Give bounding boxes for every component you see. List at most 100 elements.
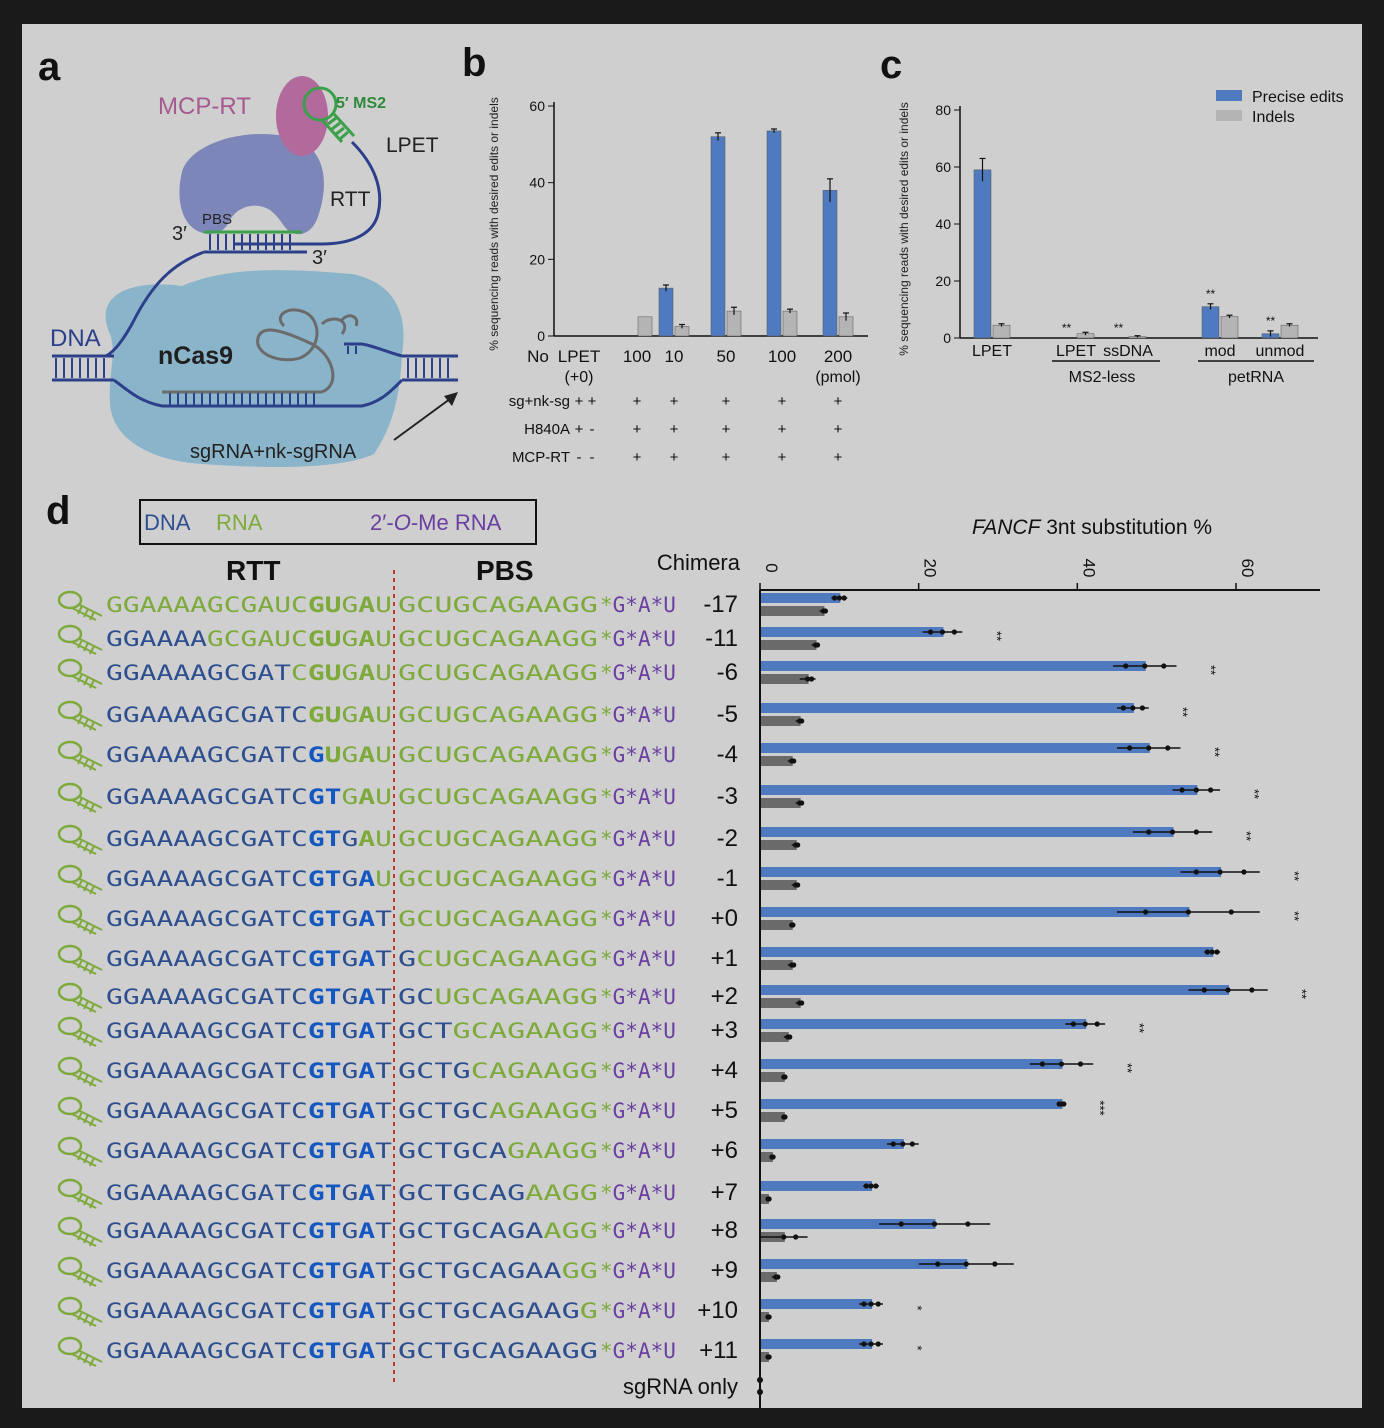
chart-d-point	[1193, 829, 1199, 835]
rtt-sequence: GGAAAAGCGATC GT G A T	[106, 907, 392, 931]
dna-flap	[105, 250, 205, 358]
chart-d-bar-precise	[761, 947, 1214, 957]
chart-d-bar-indels	[761, 1112, 785, 1122]
chart-c-ylabel: % sequencing reads with desired edits or…	[897, 102, 911, 355]
hairpin-loop	[57, 904, 83, 924]
hairpin-stem	[71, 1349, 103, 1367]
dna-helix-left	[52, 354, 114, 382]
hairpin-icon	[57, 590, 103, 621]
tail-sequence: *G*A*U	[600, 867, 676, 891]
chart-d-point	[1179, 787, 1185, 793]
mcp-rt-shape	[179, 133, 325, 235]
chart-d-point	[841, 595, 847, 601]
chart-d-point	[965, 1221, 971, 1227]
chart-c-group-label: MS2-less	[1069, 369, 1136, 386]
chart-d-point	[1208, 787, 1214, 793]
chart-d-bar-indels	[761, 798, 801, 808]
chart-d-xtick-label: 0	[762, 563, 781, 572]
chart-d-point	[868, 1183, 874, 1189]
panel-c: c % sequencing reads with desired edits …	[880, 43, 1344, 386]
chart-d-point	[791, 758, 797, 764]
label-ms2: 5′ MS2	[336, 95, 386, 112]
chart-b-xtick-label: 50	[717, 347, 736, 366]
chart-b-row-value: +	[722, 393, 731, 410]
hairpin-stem	[71, 1109, 103, 1127]
chart-d-point	[1228, 909, 1234, 915]
chart-d-point	[909, 1141, 915, 1147]
label-ncas9: nCas9	[158, 342, 233, 370]
chart-d-point	[1185, 909, 1191, 915]
hairpin-stem	[71, 795, 103, 813]
chart-c-ytick-label: 80	[935, 102, 951, 118]
chart-d-point	[781, 1234, 787, 1240]
chart-c-legend-swatch	[1216, 110, 1242, 121]
hairpin-icon	[57, 700, 103, 731]
chart-d-significance: **	[1207, 747, 1222, 757]
hairpin-stem	[71, 837, 103, 855]
chart-d-point	[1146, 829, 1152, 835]
chart-c-significance: **	[1266, 314, 1276, 328]
chimera-label: -6	[717, 659, 738, 686]
chart-d-bar-precise	[761, 1139, 904, 1149]
chart-b-row-label: MCP-RT	[512, 449, 570, 466]
mcp-shape	[276, 76, 328, 156]
panel-label-c: c	[880, 43, 902, 87]
hairpin-icon	[57, 1056, 103, 1087]
ncas9-shape	[105, 270, 404, 467]
tail-sequence: *G*A*U	[600, 1339, 676, 1363]
chart-d-bar-precise	[761, 1099, 1063, 1109]
rtt-sequence: GGAAAAGCGATC GT G A U	[106, 785, 392, 809]
rtt-sequence: GGAAAAGCGATC GT G A T	[106, 1259, 392, 1283]
chart-b-row-value: +	[670, 393, 679, 410]
chart-d-point	[951, 629, 957, 635]
hairpin-stem	[71, 603, 103, 621]
chart-d-bar-indels	[761, 1312, 769, 1322]
label-mcp-rt: MCP-RT	[158, 93, 251, 120]
chart-c-bar	[973, 169, 992, 339]
chart-d-point	[790, 922, 796, 928]
hairpin-stem	[71, 713, 103, 731]
hairpin-icon	[57, 782, 103, 813]
chart-d-point	[791, 962, 797, 968]
hairpin-stem	[71, 1191, 103, 1209]
chart-b-row-value: +	[633, 393, 642, 410]
tail-sequence: *G*A*U	[600, 1019, 676, 1043]
chart-b-xtick-label: LPET	[558, 347, 601, 366]
chart-d-point	[873, 1183, 879, 1189]
chart-b-row-value: +	[778, 421, 787, 438]
chart-d-significance: **	[1295, 989, 1310, 999]
figure-canvas: a	[38, 41, 1344, 1408]
chart-d-bar-precise	[761, 867, 1222, 877]
dna-helix-right	[402, 354, 458, 382]
chimera-label: +9	[711, 1257, 738, 1284]
tail-sequence: *G*A*U	[600, 627, 676, 651]
chart-d-bar-precise	[761, 1219, 936, 1229]
hairpin-loop	[57, 944, 83, 964]
chart-c-ytick-label: 20	[935, 273, 951, 289]
pbs-sequence: GCUGCAGAAGG	[398, 867, 598, 891]
chart-d-significance: **	[1239, 831, 1254, 841]
chart-d-point	[757, 1389, 763, 1395]
chart-b-bar	[822, 190, 838, 337]
hairpin-stem	[71, 1269, 103, 1287]
chart-d-point	[875, 1341, 881, 1347]
chart-c-group-label: petRNA	[1228, 369, 1284, 386]
tail-sequence: *G*A*U	[600, 1059, 676, 1083]
chart-c-xtick-label: ssDNA	[1103, 343, 1153, 360]
hairpin-loop	[57, 1096, 83, 1116]
pbs-sequence: GCUGCAGAAGG	[398, 703, 598, 727]
chart-d-point	[1058, 1101, 1065, 1107]
chart-c-legend-label: Precise edits	[1252, 89, 1344, 106]
arrowhead-icon	[444, 392, 458, 406]
chart-b-bar	[766, 130, 782, 337]
hairpin-loop	[57, 658, 83, 678]
chart-b-xtick-label: 100	[768, 347, 796, 366]
chart-d-point	[1161, 663, 1167, 669]
